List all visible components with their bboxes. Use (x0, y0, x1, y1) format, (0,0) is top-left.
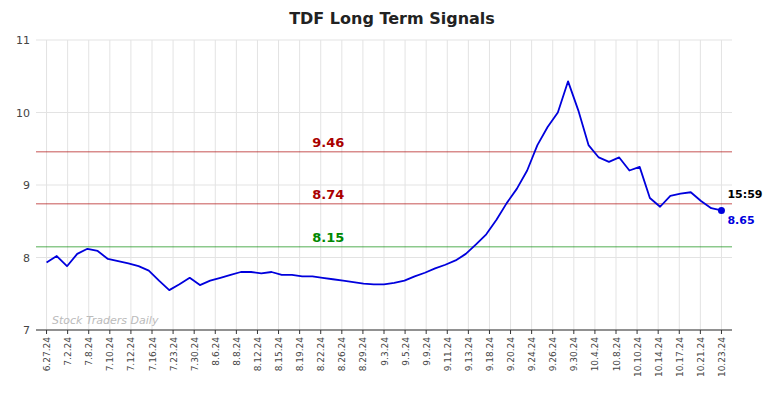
x-tick-label: 9.13.24 (464, 337, 474, 372)
x-grid-line (658, 40, 659, 330)
x-grid-line (236, 40, 237, 330)
x-tick-label: 8.29.24 (358, 337, 368, 372)
x-grid-line (257, 40, 258, 330)
x-grid-line (679, 40, 680, 330)
x-tick-label: 8.6.24 (211, 337, 221, 366)
chart: TDF Long Term Signals 7 8 9 10 11 6.27.24 7.2.2… (0, 0, 784, 398)
reference-line (36, 151, 732, 153)
x-tick-label: 8.22.24 (316, 337, 326, 372)
x-tick-label: 7.2.24 (63, 337, 73, 366)
x-tick-label: 7.8.24 (84, 337, 94, 366)
x-grid-line (552, 40, 553, 330)
y-tick-label: 8 (23, 252, 30, 265)
x-tick-label: 10.14.24 (654, 337, 664, 377)
x-grid-line (173, 40, 174, 330)
x-tick-label: 10.10.24 (633, 337, 643, 377)
x-grid-line (299, 40, 300, 330)
x-tick-label: 8.8.24 (232, 337, 242, 366)
x-tick-label: 10.21.24 (696, 337, 706, 377)
y-tick-label: 10 (16, 107, 30, 120)
x-tick-label: 10.4.24 (590, 337, 600, 372)
x-tick-label: 9.9.24 (422, 337, 432, 366)
x-tick-label: 7.23.24 (169, 337, 179, 372)
x-tick-label: 10.17.24 (675, 337, 685, 377)
x-grid-line (362, 40, 363, 330)
x-grid-line (594, 40, 595, 330)
watermark: Stock Traders Daily (52, 314, 159, 327)
x-tick-label: 7.10.24 (105, 337, 115, 372)
x-grid-line (700, 40, 701, 330)
x-grid-line (194, 40, 195, 330)
x-tick-label: 7.30.24 (190, 337, 200, 372)
x-grid-line (320, 40, 321, 330)
end-label: 15:59 (727, 188, 762, 201)
x-grid-line (341, 40, 342, 330)
x-tick-label: 9.24.24 (527, 337, 537, 372)
x-grid-line (88, 40, 89, 330)
x-tick-label: 8.12.24 (253, 337, 263, 372)
x-grid-line (405, 40, 406, 330)
x-grid-line (489, 40, 490, 330)
reference-label: 9.46 (312, 135, 344, 150)
x-tick-label: 10.23.24 (717, 337, 727, 377)
plot-area (36, 81, 732, 290)
x-tick-label: 7.16.24 (148, 337, 158, 372)
title: TDF Long Term Signals (289, 9, 495, 28)
x-tick-label: 8.26.24 (337, 337, 347, 372)
x-tick-label: 9.20.24 (506, 337, 516, 372)
x-grid-line (130, 40, 131, 330)
reference-label: 8.15 (312, 230, 344, 245)
grid (36, 40, 732, 330)
x-tick-label: 9.3.24 (380, 337, 390, 366)
x-tick-label: 9.11.24 (443, 337, 453, 372)
reference-line (36, 203, 732, 205)
x-grid-line (278, 40, 279, 330)
y-tick-label: 9 (23, 179, 30, 192)
x-tick-label: 7.12.24 (126, 337, 136, 372)
value-label: 8.65 (727, 214, 754, 227)
x-grid-line (384, 40, 385, 330)
x-tick-label: 10.8.24 (612, 337, 622, 372)
x-grid-line (721, 40, 722, 330)
x-tick-label: 9.26.24 (548, 337, 558, 372)
x-grid-line (426, 40, 427, 330)
x-tick-label: 8.15.24 (274, 337, 284, 372)
x-grid-line (637, 40, 638, 330)
x-tick-label: 8.19.24 (295, 337, 305, 372)
price-line (47, 81, 722, 290)
x-grid-line (152, 40, 153, 330)
x-grid-line (468, 40, 469, 330)
x-grid-line (573, 40, 574, 330)
x-tick-label: 9.5.24 (401, 337, 411, 366)
x-grid-line (447, 40, 448, 330)
x-grid-line (531, 40, 532, 330)
x-grid-line (510, 40, 511, 330)
reference-line (36, 246, 732, 248)
y-tick-label: 11 (16, 34, 30, 47)
x-grid-line (109, 40, 110, 330)
x-tick-label: 9.30.24 (569, 337, 579, 372)
x-tick-label: 6.27.24 (42, 337, 52, 372)
x-axis-line (36, 329, 732, 330)
x-grid-line (67, 40, 68, 330)
reference-label: 8.74 (312, 187, 344, 202)
y-grid-line (36, 330, 732, 331)
x-grid-line (46, 40, 47, 330)
x-grid-line (616, 40, 617, 330)
x-grid-line (215, 40, 216, 330)
y-tick-label: 7 (23, 324, 30, 337)
x-tick-label: 9.18.24 (485, 337, 495, 372)
last-point (718, 207, 725, 214)
